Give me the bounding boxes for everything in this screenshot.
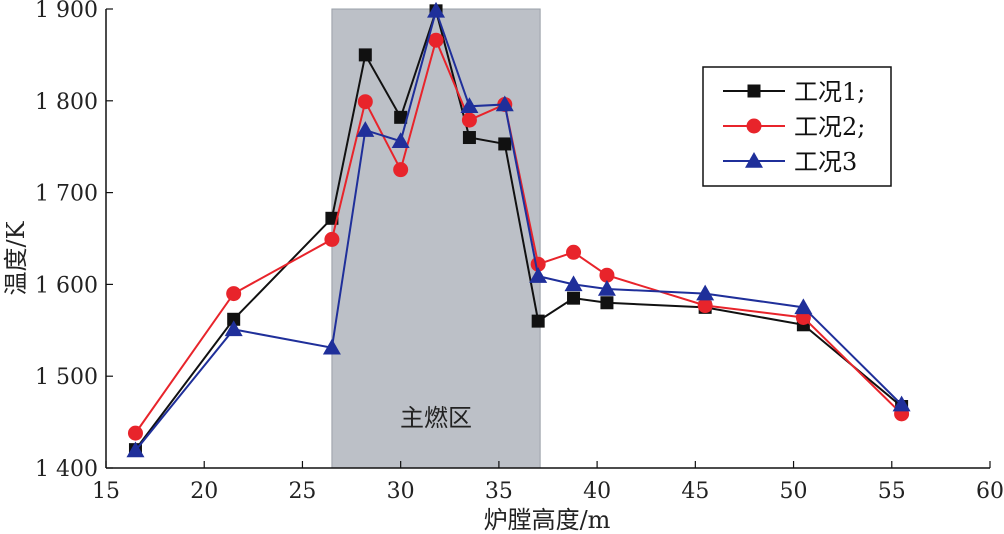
data-point: [597, 279, 616, 296]
series-layer: [126, 1, 911, 458]
data-point: [324, 231, 340, 247]
data-point: [495, 95, 514, 112]
data-point: [461, 112, 477, 128]
series-line: [134, 7, 903, 451]
y-tick-label: 1 700: [35, 182, 98, 207]
y-axis-label: 温度/K: [2, 220, 30, 295]
series-line: [134, 37, 903, 434]
y-tick-label: 1 400: [35, 457, 98, 482]
data-point: [322, 338, 341, 355]
data-point: [325, 211, 339, 225]
legend-label: 工况1;: [794, 78, 865, 106]
x-tick-label: 40: [583, 479, 611, 504]
x-tick-label: 30: [387, 479, 415, 504]
data-point: [892, 395, 911, 412]
shaded-region-label: 主燃区: [400, 404, 472, 432]
legend-marker: [747, 84, 761, 98]
legend-marker: [745, 152, 763, 168]
legend-box: [702, 66, 892, 187]
data-point: [794, 298, 813, 315]
x-tick-label: 50: [780, 479, 808, 504]
data-point: [531, 314, 545, 328]
data-point: [460, 97, 479, 114]
x-tick-label: 35: [485, 479, 513, 504]
x-tick-label: 55: [878, 479, 906, 504]
data-point: [127, 425, 143, 441]
data-point: [226, 286, 242, 302]
data-point: [600, 296, 614, 310]
data-point: [356, 121, 375, 137]
data-point: [393, 162, 409, 178]
data-point: [227, 312, 241, 326]
axis-labels-layer: 炉膛高度/m 温度/K: [2, 220, 611, 534]
x-tick-label: 25: [288, 479, 316, 504]
x-tick-label: 20: [190, 479, 218, 504]
legend: 工况1; 工况2; 工况3: [702, 66, 892, 187]
data-point: [566, 244, 582, 260]
data-point: [564, 275, 583, 292]
shaded-region-layer: 主燃区: [331, 8, 541, 469]
legend-label: 工况2;: [794, 113, 865, 141]
data-point: [427, 1, 446, 18]
shaded-region: [331, 8, 541, 469]
series-3: [126, 1, 911, 458]
x-tick-label: 60: [976, 479, 1004, 504]
y-tick-label: 1 800: [35, 90, 98, 115]
data-point: [391, 132, 410, 148]
data-point: [697, 298, 713, 314]
data-point: [498, 137, 512, 151]
axes-layer: 15 20 25 30 35 40 45 50 55 60 1 400 1 500 1 600 1 700…: [35, 0, 1004, 504]
data-point: [357, 94, 373, 110]
x-tick-label: 15: [92, 479, 120, 504]
x-tick-label: 45: [681, 479, 709, 504]
legend-marker: [746, 118, 762, 134]
data-point: [224, 320, 243, 337]
data-point: [428, 32, 444, 48]
data-point: [126, 441, 145, 458]
data-point: [358, 48, 372, 62]
data-point: [394, 110, 408, 124]
series-line: [134, 7, 903, 452]
data-point: [599, 267, 615, 283]
legend-label: 工况3: [794, 148, 857, 176]
y-tick-label: 1 600: [35, 273, 98, 298]
y-tick-label: 1 900: [35, 0, 98, 23]
data-point: [567, 291, 581, 305]
y-tick-label: 1 500: [35, 365, 98, 390]
data-point: [529, 267, 548, 283]
data-point: [696, 284, 715, 301]
x-axis-label: 炉膛高度/m: [484, 506, 611, 534]
data-point: [462, 131, 476, 145]
